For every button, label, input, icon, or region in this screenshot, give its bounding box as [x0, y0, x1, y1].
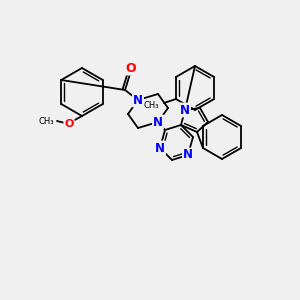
Text: O: O: [64, 119, 74, 129]
Text: N: N: [155, 142, 165, 154]
Text: N: N: [183, 148, 193, 161]
Text: N: N: [153, 116, 163, 128]
Text: N: N: [133, 94, 143, 106]
Text: CH₃: CH₃: [143, 100, 159, 109]
Text: CH₃: CH₃: [38, 116, 54, 125]
Text: O: O: [126, 61, 136, 74]
Text: N: N: [180, 103, 190, 116]
